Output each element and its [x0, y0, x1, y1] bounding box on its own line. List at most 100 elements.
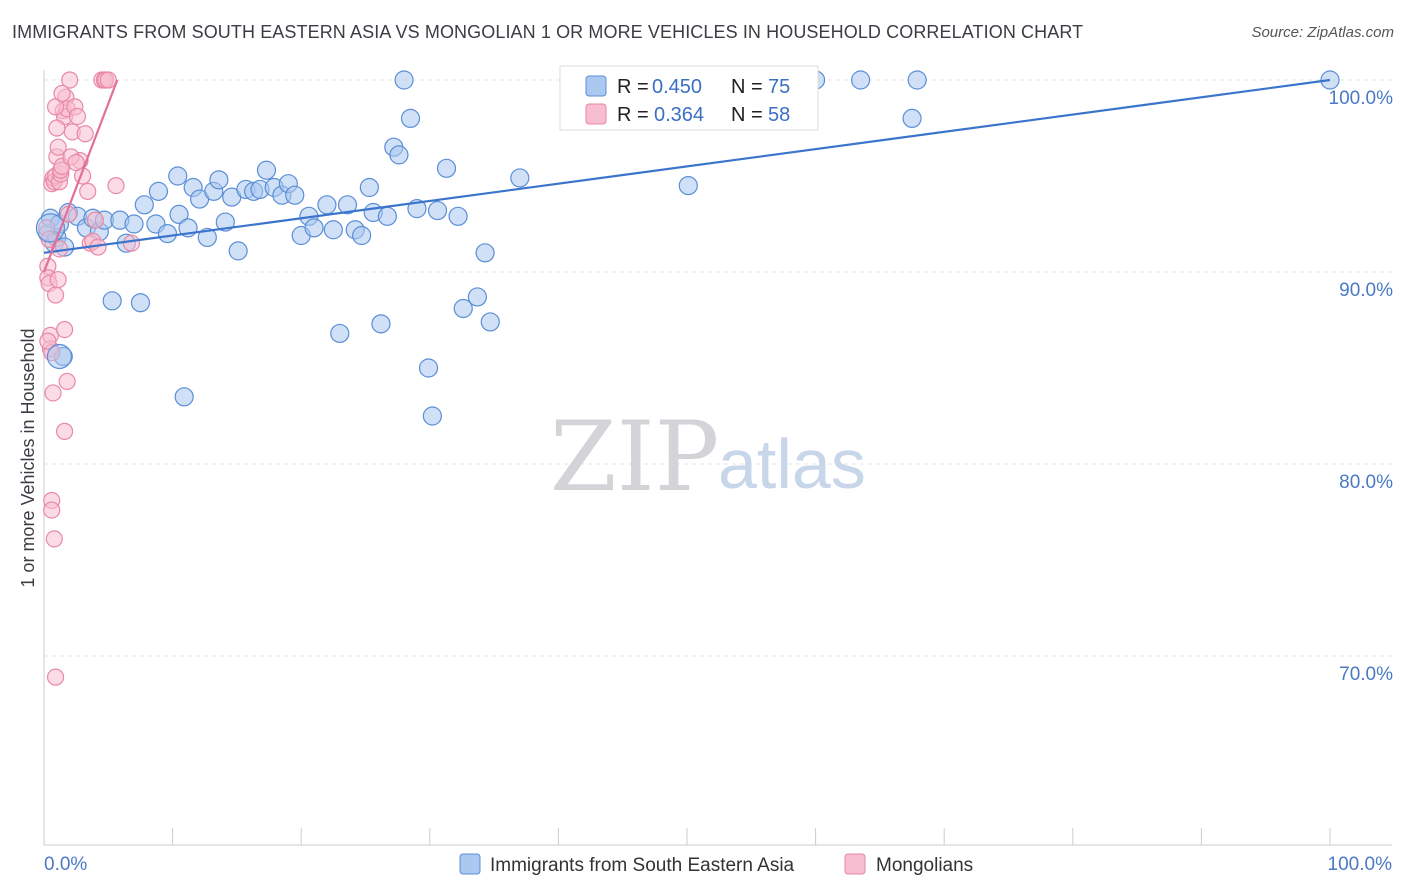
stats-legend: R = 0.450 N = 75 R = 0.364 N = 58 [559, 65, 819, 131]
point-mongolian [44, 384, 62, 402]
x-tick-label-min: 0.0% [44, 854, 87, 875]
point-sea [678, 176, 698, 196]
chart-title: IMMIGRANTS FROM SOUTH EASTERN ASIA VS MO… [12, 22, 1084, 42]
y-tick-label: 80.0% [1339, 472, 1393, 493]
point-mongolian [53, 84, 71, 103]
point-mongolian [49, 138, 67, 156]
point-sea [256, 160, 277, 180]
point-sea [510, 168, 530, 188]
x-tick-label-max: 100.0% [1328, 854, 1393, 875]
y-tick-label: 90.0% [1339, 280, 1393, 301]
point-mongolian [43, 501, 61, 519]
point-sea [480, 312, 500, 332]
point-sea [436, 158, 457, 178]
axes [43, 70, 1392, 846]
y-tick-labels: 100.0% 90.0% 80.0% 70.0% [1329, 88, 1394, 685]
point-sea [304, 218, 324, 238]
point-mongolian [79, 182, 97, 200]
point-mongolian [45, 530, 63, 548]
source-label: Source: ZipAtlas.com [1251, 24, 1394, 41]
point-mongolian [39, 332, 57, 350]
point-sea [209, 170, 229, 190]
point-sea [851, 70, 871, 90]
point-mongolian [99, 71, 117, 89]
watermark-atlas: atlas [718, 425, 866, 503]
point-sea [907, 70, 927, 90]
point-sea [124, 214, 144, 234]
point-sea [418, 358, 439, 378]
point-mongolian [58, 372, 76, 391]
point-sea [285, 185, 305, 205]
point-sea [323, 220, 343, 240]
legend-n-label-blue: N = [731, 76, 763, 98]
point-sea [174, 387, 194, 407]
point-sea [448, 206, 468, 226]
series-legend: Immigrants from South Eastern Asia Mongo… [459, 853, 973, 876]
point-sea [130, 293, 151, 313]
point-sea [352, 225, 372, 246]
point-sea [337, 195, 358, 215]
point-mongolian [61, 71, 79, 89]
point-sea [453, 298, 473, 319]
watermark: ZIP atlas [550, 401, 866, 513]
x-ticks [43, 828, 1331, 845]
point-mongolian [67, 153, 85, 172]
point-sea [371, 314, 391, 334]
point-sea [134, 195, 154, 215]
series-label-blue: Immigrants from South Eastern Asia [490, 855, 795, 876]
point-mongolian [107, 177, 125, 195]
trend-line-sea [43, 78, 1331, 254]
point-sea [148, 181, 169, 201]
point-sea [902, 108, 922, 129]
point-mongolian [49, 271, 67, 289]
point-mongolian [86, 211, 105, 229]
legend-r-label-pink: R = [617, 104, 649, 126]
legend-r-value-pink: 0.364 [654, 104, 704, 126]
point-sea [422, 406, 442, 426]
legend-swatch-pink [585, 103, 607, 125]
point-sea [394, 70, 414, 90]
point-sea [215, 212, 235, 232]
point-sea [330, 323, 350, 344]
point-sea [475, 243, 495, 263]
point-sea [197, 227, 217, 248]
point-sea [377, 206, 397, 226]
point-mongolian [55, 321, 74, 339]
legend-n-label-pink: N = [731, 104, 763, 126]
series-swatch-pink [844, 853, 866, 875]
point-sea [157, 224, 178, 244]
legend-swatch-blue [585, 75, 607, 97]
legend-r-label-blue: R = [617, 76, 649, 98]
point-mongolian [122, 234, 141, 252]
legend-n-value-blue: 75 [768, 76, 790, 98]
point-mongolian [46, 286, 65, 304]
point-sea [427, 200, 448, 221]
y-tick-label: 100.0% [1329, 88, 1394, 109]
legend-r-value-blue: 0.450 [652, 76, 702, 98]
trend-lines [42, 78, 1331, 273]
point-sea [389, 145, 409, 165]
watermark-zip: ZIP [550, 401, 719, 513]
point-sea [169, 204, 189, 224]
point-mongolian [76, 125, 94, 143]
point-sea [168, 166, 188, 186]
point-sea [317, 195, 337, 215]
data-points [35, 70, 1340, 686]
point-sea [228, 241, 248, 261]
point-sea [359, 177, 379, 198]
point-mongolian [46, 668, 65, 686]
y-tick-label: 70.0% [1339, 664, 1393, 685]
series-label-pink: Mongolians [876, 855, 973, 876]
series-swatch-blue [459, 853, 481, 875]
point-mongolian [68, 107, 87, 126]
legend-n-value-pink: 58 [768, 104, 790, 126]
trend-line-mongolian [42, 79, 119, 273]
point-sea [102, 291, 122, 311]
gridlines [44, 79, 1392, 657]
point-sea [400, 108, 421, 129]
point-mongolian [48, 119, 66, 137]
point-mongolian [55, 422, 74, 440]
point-sea-large [46, 343, 73, 370]
point-sea [467, 287, 487, 307]
